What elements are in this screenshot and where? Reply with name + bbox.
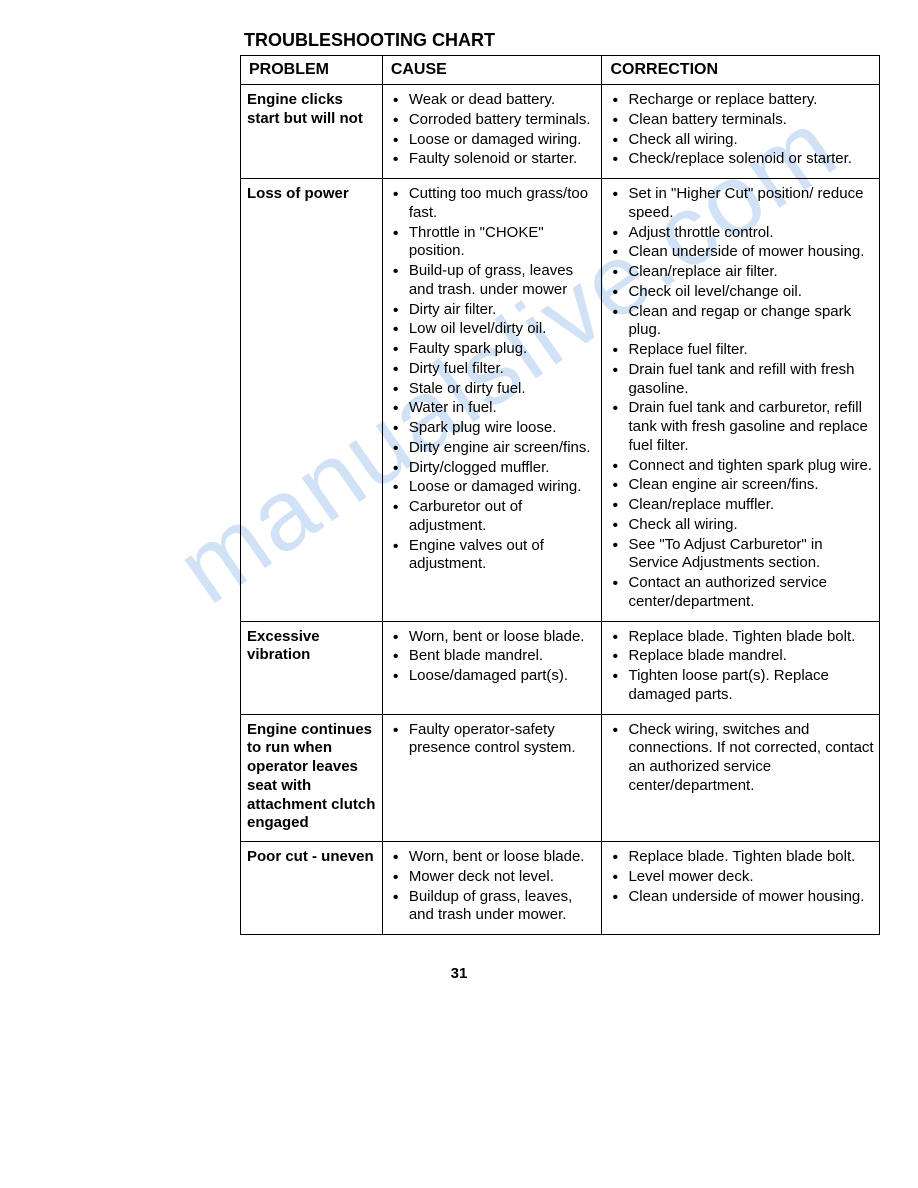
cause-item: Corroded battery terminals. [387, 111, 598, 130]
correction-cell: Set in "Higher Cut" position/ reduce spe… [602, 179, 880, 622]
problem-cell: Excessive vibration [241, 621, 383, 714]
cause-item: Bent blade mandrel. [387, 647, 598, 666]
table-row: Engine continues to run when operator le… [241, 714, 880, 842]
correction-item: Clean and regap or change spark plug. [606, 303, 875, 341]
cause-cell: Faulty operator-safety presence control … [382, 714, 602, 842]
correction-item: Clean/replace air filter. [606, 263, 875, 282]
cause-cell: Worn, bent or loose blade.Mower deck not… [382, 842, 602, 935]
correction-item: Check all wiring. [606, 131, 875, 150]
cause-item: Loose/damaged part(s). [387, 667, 598, 686]
table-row: Loss of powerCutting too much grass/too … [241, 179, 880, 622]
correction-item: Clean underside of mower housing. [606, 243, 875, 262]
cause-item: Engine valves out of adjustment. [387, 537, 598, 575]
correction-item: Replace blade. Tighten blade bolt. [606, 848, 875, 867]
correction-item: Check wiring, switches and connections. … [606, 721, 875, 796]
correction-item: Clean/replace muffler. [606, 496, 875, 515]
correction-item: Connect and tighten spark plug wire. [606, 457, 875, 476]
problem-cell: Engine clicks start but will not [241, 85, 383, 179]
correction-item: Check all wiring. [606, 516, 875, 535]
correction-item: Drain fuel tank and carburetor, refill t… [606, 399, 875, 455]
troubleshooting-table: PROBLEM CAUSE CORRECTION Engine clicks s… [240, 55, 880, 935]
cause-item: Faulty solenoid or starter. [387, 150, 598, 169]
header-cause: CAUSE [382, 56, 602, 85]
cause-item: Weak or dead battery. [387, 91, 598, 110]
correction-cell: Check wiring, switches and connections. … [602, 714, 880, 842]
table-body: Engine clicks start but will notWeak or … [241, 85, 880, 935]
correction-item: Recharge or replace battery. [606, 91, 875, 110]
header-problem: PROBLEM [241, 56, 383, 85]
cause-item: Mower deck not level. [387, 868, 598, 887]
cause-item: Dirty engine air screen/fins. [387, 439, 598, 458]
cause-item: Faulty operator-safety presence control … [387, 721, 598, 759]
problem-cell: Poor cut - uneven [241, 842, 383, 935]
cause-cell: Worn, bent or loose blade.Bent blade man… [382, 621, 602, 714]
cause-item: Faulty spark plug. [387, 340, 598, 359]
cause-item: Water in fuel. [387, 399, 598, 418]
cause-item: Worn, bent or loose blade. [387, 848, 598, 867]
correction-item: Replace blade. Tighten blade bolt. [606, 628, 875, 647]
page-number: 31 [40, 965, 878, 982]
table-header-row: PROBLEM CAUSE CORRECTION [241, 56, 880, 85]
correction-item: Check oil level/change oil. [606, 283, 875, 302]
correction-item: Contact an authorized service center/dep… [606, 574, 875, 612]
header-correction: CORRECTION [602, 56, 880, 85]
correction-item: Clean battery terminals. [606, 111, 875, 130]
correction-item: Tighten loose part(s). Replace damaged p… [606, 667, 875, 705]
correction-item: Check/replace solenoid or starter. [606, 150, 875, 169]
correction-cell: Replace blade. Tighten blade bolt.Replac… [602, 621, 880, 714]
correction-item: Drain fuel tank and refill with fresh ga… [606, 361, 875, 399]
cause-cell: Cutting too much grass/too fast.Throttle… [382, 179, 602, 622]
cause-item: Carburetor out of adjustment. [387, 498, 598, 536]
correction-cell: Replace blade. Tighten blade bolt.Level … [602, 842, 880, 935]
cause-item: Dirty fuel filter. [387, 360, 598, 379]
cause-item: Buildup of grass, leaves, and trash unde… [387, 888, 598, 926]
table-row: Poor cut - unevenWorn, bent or loose bla… [241, 842, 880, 935]
cause-item: Dirty/clogged muffler. [387, 459, 598, 478]
correction-item: Clean underside of mower housing. [606, 888, 875, 907]
cause-item: Loose or damaged wiring. [387, 478, 598, 497]
correction-cell: Recharge or replace battery.Clean batter… [602, 85, 880, 179]
correction-item: Level mower deck. [606, 868, 875, 887]
table-row: Excessive vibrationWorn, bent or loose b… [241, 621, 880, 714]
correction-item: Adjust throttle control. [606, 224, 875, 243]
problem-cell: Engine continues to run when operator le… [241, 714, 383, 842]
cause-item: Stale or dirty fuel. [387, 380, 598, 399]
cause-item: Build-up of grass, leaves and trash. und… [387, 262, 598, 300]
correction-item: See "To Adjust Carburetor" in Service Ad… [606, 536, 875, 574]
cause-item: Dirty air filter. [387, 301, 598, 320]
cause-item: Cutting too much grass/too fast. [387, 185, 598, 223]
correction-item: Clean engine air screen/fins. [606, 476, 875, 495]
cause-item: Spark plug wire loose. [387, 419, 598, 438]
correction-item: Replace blade mandrel. [606, 647, 875, 666]
cause-item: Worn, bent or loose blade. [387, 628, 598, 647]
chart-title: TROUBLESHOOTING CHART [244, 30, 878, 51]
problem-cell: Loss of power [241, 179, 383, 622]
cause-item: Loose or damaged wiring. [387, 131, 598, 150]
cause-cell: Weak or dead battery.Corroded battery te… [382, 85, 602, 179]
table-row: Engine clicks start but will notWeak or … [241, 85, 880, 179]
correction-item: Replace fuel filter. [606, 341, 875, 360]
correction-item: Set in "Higher Cut" position/ reduce spe… [606, 185, 875, 223]
cause-item: Low oil level/dirty oil. [387, 320, 598, 339]
cause-item: Throttle in "CHOKE" position. [387, 224, 598, 262]
